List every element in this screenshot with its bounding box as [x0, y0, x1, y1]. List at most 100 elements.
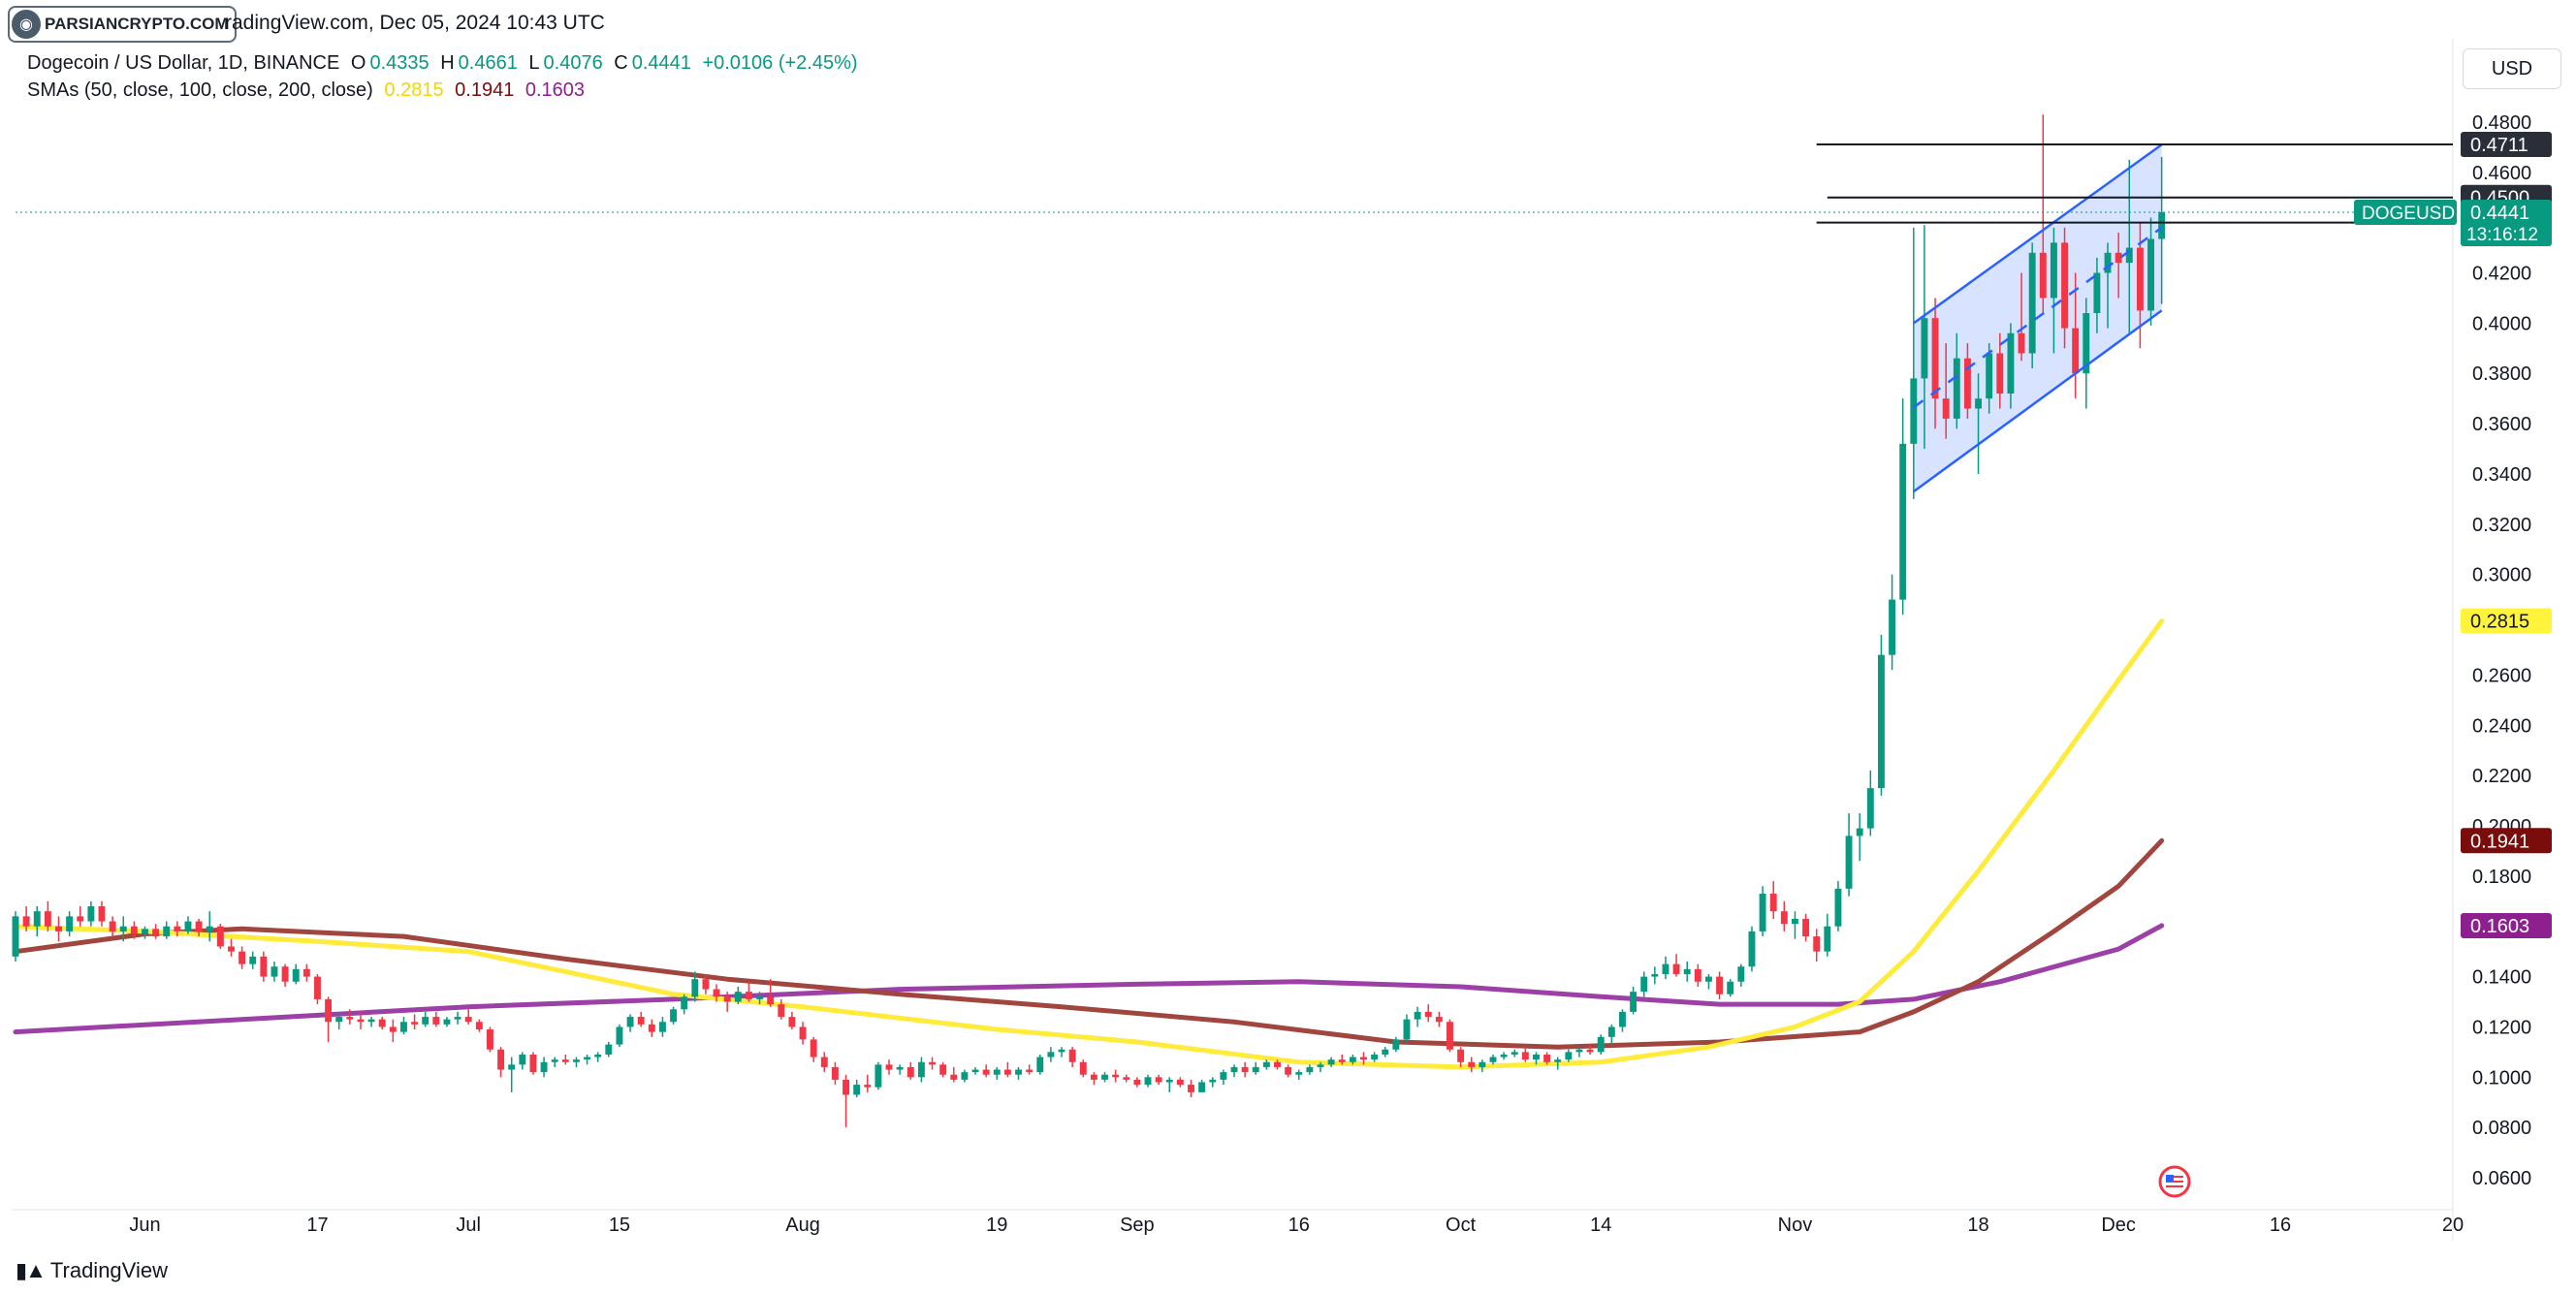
x-tick-label: Jun — [129, 1215, 160, 1236]
candle-body — [658, 1022, 666, 1032]
candle-body — [142, 929, 148, 934]
candle-body — [1220, 1072, 1227, 1080]
candle-body — [1468, 1061, 1476, 1067]
candle-body — [1780, 911, 1788, 925]
candle-body — [1586, 1049, 1594, 1053]
sma100-tag: 0.1941 — [2470, 831, 2529, 852]
level-tag: 0.4711 — [2470, 135, 2528, 156]
y-tick-label: 0.4000 — [2472, 313, 2531, 334]
candle-body — [605, 1044, 613, 1055]
candle-body — [594, 1054, 602, 1057]
y-tick-label: 0.3400 — [2472, 464, 2531, 486]
candle-body — [302, 968, 310, 977]
sma50-tag: 0.2815 — [2470, 612, 2529, 633]
candle-body — [691, 979, 699, 997]
x-tick-label: Aug — [785, 1215, 820, 1236]
candle-body — [228, 946, 235, 952]
y-tick-label: 0.0800 — [2472, 1118, 2531, 1139]
candle-body — [1607, 1026, 1615, 1037]
candle-body — [584, 1057, 591, 1060]
candle-body — [357, 1019, 365, 1023]
candle-body — [497, 1049, 505, 1070]
source-caption: radingView.com, Dec 05, 2024 10:43 UTC — [225, 12, 605, 34]
candle-body — [1360, 1057, 1367, 1060]
candle-body — [119, 926, 127, 931]
candle-body — [1317, 1064, 1324, 1067]
candle-body — [55, 926, 62, 931]
candle-body — [1910, 378, 1918, 444]
candle-body — [961, 1072, 969, 1080]
candle-body — [1802, 918, 1810, 937]
channel-lower-line — [1913, 309, 2163, 493]
candle-body — [713, 989, 720, 997]
symbol-title[interactable]: Dogecoin / US Dollar, 1D, BINANCE — [27, 52, 340, 74]
countdown-tag: 13:16:12 — [2466, 225, 2538, 245]
candle-body — [1543, 1054, 1551, 1062]
candle-body — [1705, 976, 1712, 982]
candle-body — [87, 905, 95, 922]
parsiancrypto-logo-icon: ◉ — [12, 10, 41, 39]
candle-body — [1090, 1074, 1097, 1080]
symbol-tag: DOGEUSD — [2362, 204, 2455, 224]
candle-body — [745, 992, 752, 999]
sma200-tag-bg — [2461, 912, 2552, 938]
candle-body — [1630, 992, 1638, 1012]
candle-body — [1382, 1049, 1389, 1055]
candle-body — [1036, 1057, 1044, 1073]
candle-body — [756, 996, 763, 999]
candle-body — [1479, 1061, 1486, 1067]
candle-body — [1963, 358, 1971, 409]
candle-body — [551, 1059, 558, 1062]
candle-body — [216, 926, 224, 947]
candle-body — [2061, 242, 2068, 329]
candle-body — [130, 926, 138, 934]
open-label: O — [350, 52, 366, 74]
candle-body — [1015, 1069, 1022, 1075]
candle-body — [1866, 788, 1874, 829]
candle-body — [281, 966, 289, 982]
y-tick-label: 0.3000 — [2472, 565, 2531, 586]
candle-body — [367, 1019, 375, 1023]
currency-button[interactable]: USD — [2463, 48, 2561, 89]
candle-body — [2125, 247, 2133, 264]
candle-body — [1791, 918, 1798, 925]
candle-body — [875, 1064, 882, 1088]
x-tick-label: 19 — [986, 1215, 1007, 1236]
candle-body — [1554, 1059, 1562, 1062]
y-tick-label: 0.3800 — [2472, 363, 2531, 385]
candle-body — [896, 1066, 904, 1070]
candle-body — [1640, 976, 1648, 993]
x-tick-label: 20 — [2442, 1215, 2464, 1236]
candle-body — [616, 1026, 623, 1045]
x-tick-label: 17 — [306, 1215, 328, 1236]
candle-body — [1716, 976, 1724, 994]
candle-body — [767, 996, 775, 1005]
candle-body — [422, 1017, 429, 1025]
candle-body — [1986, 353, 1993, 399]
us-flag-icon[interactable] — [2158, 1165, 2191, 1198]
change-value: +0.0106 (+2.45%) — [702, 52, 858, 74]
last-price-tag: 0.4441 — [2470, 203, 2529, 224]
candle-body — [1727, 981, 1734, 994]
candle-body — [260, 956, 268, 977]
candle-body — [1058, 1049, 1065, 1053]
candle-body — [2104, 252, 2112, 273]
candle-body — [820, 1057, 828, 1067]
level-tag-bg — [2461, 132, 2552, 158]
ohlc-header: Dogecoin / US Dollar, 1D, BINANCE O 0.433… — [27, 52, 864, 75]
x-tick-label: 15 — [609, 1215, 630, 1236]
candle-body — [1845, 836, 1853, 889]
candle-body — [378, 1019, 386, 1027]
sma-legend-label[interactable]: SMAs (50, close, 100, close, 200, close) — [27, 79, 373, 101]
candle-body — [1252, 1066, 1259, 1073]
candle-body — [1975, 398, 1982, 409]
symbol-tag-bg — [2354, 200, 2457, 226]
candle-body — [443, 1019, 451, 1025]
candle-body — [626, 1017, 634, 1027]
candle-body — [950, 1074, 958, 1080]
candle-body — [2028, 252, 2036, 354]
candle-body — [1274, 1061, 1281, 1067]
candle-body — [723, 996, 731, 1002]
candle-body — [1230, 1066, 1238, 1073]
